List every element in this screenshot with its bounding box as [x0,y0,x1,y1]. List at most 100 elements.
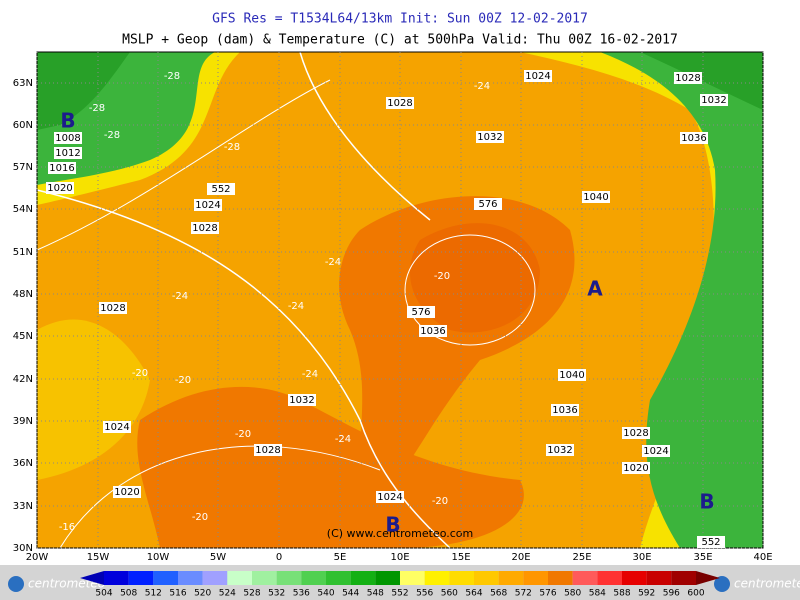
temperature-label: -28 [224,142,240,153]
temperature-label: -24 [474,81,490,92]
colorbar-swatch [178,571,203,585]
pressure-label: 1036 [681,133,706,144]
colorbar-label: 592 [638,589,655,599]
colorbar-swatch [523,571,548,585]
colorbar-arrow [696,571,720,585]
pressure-label: 1020 [47,183,72,194]
colorbar-label: 516 [169,589,186,599]
logo-icon [8,576,24,592]
pressure-center: B [699,490,714,514]
temperature-label: -24 [335,434,351,445]
pressure-label: 1008 [55,133,80,144]
colorbar-swatch [350,571,376,585]
pressure-label: 1028 [623,428,648,439]
geopotential-label: 576 [478,199,497,210]
pressure-label: 1020 [114,487,139,498]
temperature-label: -16 [59,522,75,533]
lat-label: 54N [13,204,33,215]
temperature-label: -28 [89,103,105,114]
pressure-center: A [587,277,603,301]
temperature-label: -24 [172,291,188,302]
colorbar-swatch [375,571,400,585]
colorbar-label: 568 [490,589,507,599]
field-green-dark [640,52,763,110]
pressure-label-box [674,72,702,84]
lat-label: 39N [13,416,33,427]
pressure-label: 1032 [547,445,572,456]
colorbar-swatch [622,571,647,585]
colorbar-label: 524 [219,589,236,599]
pressure-label: 1028 [255,445,280,456]
pressure-label: 1028 [675,73,700,84]
lat-label: 30N [13,543,33,554]
pressure-label-box [476,131,504,143]
pressure-label: 1012 [55,148,80,159]
pressure-label: 1032 [701,95,726,106]
colorbar-label: 588 [613,589,630,599]
pressure-label-box [48,162,76,174]
colorbar-label: 556 [416,589,433,599]
geopotential-label: 576 [411,307,430,318]
temperature-label: -20 [132,368,148,379]
colorbar-swatch [276,571,302,585]
geopotential-label-box [474,198,502,210]
colorbar-swatch [548,571,573,585]
pressure-label-box [582,191,610,203]
pressure-label-box [622,462,650,474]
colorbar-swatch [252,571,277,585]
lat-label: 36N [13,458,33,469]
logo: centrometeo [28,577,105,591]
geopotential-label: 552 [701,537,720,548]
lat-label: 51N [13,247,33,258]
colorbar-swatch [424,571,450,585]
colorbar-swatch [646,571,672,585]
pressure-label-box [419,325,447,337]
lat-label: 57N [13,162,33,173]
lon-label: 15E [451,552,470,563]
lon-label: 5W [210,552,226,563]
temperature-label: -24 [325,257,341,268]
colorbar-swatch [227,571,252,585]
pressure-label: 1024 [643,446,668,457]
pressure-label-box [191,222,219,234]
pressure-center: B [385,513,400,537]
header-line: GFS Res = T1534L64/13km Init: Sun 00Z 12… [212,12,588,27]
colorbar-label: 536 [293,589,310,599]
temperature-label: -20 [235,429,251,440]
pressure-label-box [376,491,404,503]
pressure-label: 1028 [387,98,412,109]
pressure-label: 1032 [289,395,314,406]
temperature-label: -28 [104,130,120,141]
pressure-label-box [524,70,552,82]
temperature-label: -20 [434,271,450,282]
geopotential-label-box [407,306,435,318]
colorbar-arrow [80,571,104,585]
lat-label: 33N [13,501,33,512]
header-line: MSLP + Geop (dam) & Temperature (C) at 5… [122,33,678,48]
logo: centrometeo [734,577,800,591]
colorbar-label: 508 [120,589,137,599]
colorbar-swatch [326,571,351,585]
pressure-label-box [558,369,586,381]
colorbar-label: 540 [317,589,334,599]
pressure-label: 1036 [420,326,445,337]
colorbar-swatch [449,571,474,585]
colorbar-label: 544 [342,589,359,599]
colorbar-label: 600 [687,589,704,599]
lat-label: 42N [13,374,33,385]
colorbar-label: 512 [145,589,162,599]
geopotential-label-box [697,536,725,548]
pressure-label: 1024 [377,492,402,503]
pressure-label-box [99,302,127,314]
lon-label: 20E [511,552,530,563]
colorbar-swatch [671,571,696,585]
pressure-label-box [551,404,579,416]
field-green [600,52,763,548]
temperature-label: -28 [164,71,180,82]
pressure-label-box [680,132,708,144]
pressure-label: 1040 [583,192,608,203]
lat-label: 48N [13,289,33,300]
colorbar-swatch [128,571,154,585]
lon-label: 25E [572,552,591,563]
